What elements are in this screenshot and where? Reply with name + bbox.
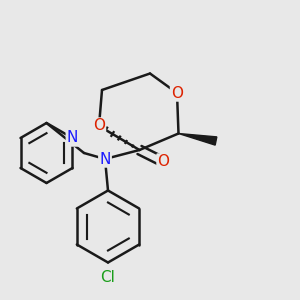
Text: Cl: Cl <box>100 270 116 285</box>
Text: N: N <box>67 130 78 146</box>
Text: O: O <box>171 85 183 100</box>
Polygon shape <box>178 134 217 145</box>
Text: O: O <box>158 154 169 169</box>
Text: O: O <box>93 118 105 134</box>
Text: N: N <box>99 152 111 166</box>
